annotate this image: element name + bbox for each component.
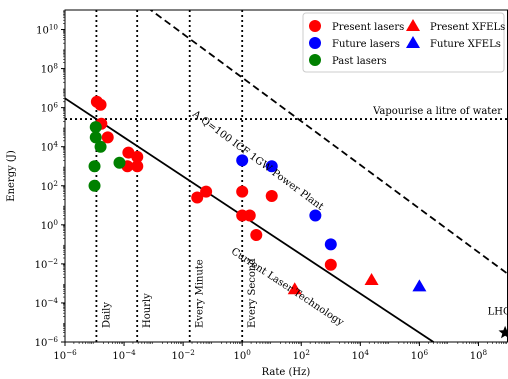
data-point — [131, 150, 144, 163]
legend-label: Present XFELs — [430, 22, 505, 33]
data-point — [287, 282, 302, 295]
data-point — [250, 229, 263, 242]
legend-marker — [309, 37, 321, 49]
y-tick-label: 100 — [41, 218, 59, 232]
x-tick-label: 100 — [234, 348, 252, 362]
time-vline-label: Hourly — [142, 293, 153, 328]
x-tick-label: 10−2 — [171, 348, 194, 362]
data-point — [101, 131, 114, 144]
y-tick-label: 104 — [41, 140, 59, 154]
axes: 10−6 10−4 10−2 100 102 104 106 108 10−6 10−4 10−2 1… — [35, 9, 508, 362]
legend: Present lasers Present XFELs Future lasers… — [302, 12, 505, 73]
water-hline-label: Vapourise a litre of water — [372, 106, 502, 117]
data-point — [94, 140, 107, 153]
x-tick-label: 104 — [352, 348, 370, 362]
y-tick-label: 108 — [41, 62, 59, 76]
data-point — [265, 189, 278, 202]
legend-marker — [309, 20, 321, 32]
x-tick-label: 10−4 — [112, 348, 136, 362]
data-point — [364, 272, 379, 285]
x-tick-label: 108 — [470, 348, 488, 362]
y-tick-label: 102 — [41, 179, 58, 193]
x-tick-label: 102 — [293, 348, 310, 362]
data-point — [122, 146, 135, 159]
lhc-marker — [498, 325, 508, 339]
legend-marker — [406, 19, 420, 31]
data-point — [200, 185, 213, 198]
y-tick-label: 1010 — [36, 23, 58, 37]
power-plant-label: A Q=100 ICF 1GW Power Plant — [189, 108, 325, 212]
legend-box — [302, 12, 505, 73]
data-point — [236, 185, 249, 198]
data-point — [309, 209, 322, 222]
data-point — [89, 121, 102, 134]
y-tick-label: 10−6 — [35, 335, 59, 349]
time-vline-label: Every Second — [247, 258, 258, 328]
data-point — [324, 258, 337, 271]
time-vline-label: Every Minute — [195, 259, 206, 328]
legend-label: Future lasers — [332, 39, 400, 50]
y-axis-label: Energy (J) — [6, 150, 17, 202]
data-point — [236, 154, 249, 167]
data-point — [89, 131, 102, 144]
data-point — [243, 209, 256, 222]
lhc-label: LHC — [488, 307, 508, 318]
x-axis-label: Rate (Hz) — [262, 367, 311, 378]
y-tick-label: 10−2 — [35, 257, 58, 271]
annotations: Daily Hourly Every Minute Every SecondCurre… — [101, 106, 508, 328]
legend-marker — [309, 54, 321, 66]
y-tick-label: 10−4 — [35, 296, 59, 310]
x-tick-label: 10−6 — [53, 348, 77, 362]
legend-label: Past lasers — [332, 56, 387, 67]
time-vline-label: Daily — [101, 302, 112, 328]
data-point — [131, 160, 144, 173]
data-points — [88, 95, 508, 339]
data-point — [94, 98, 107, 111]
data-point — [88, 160, 101, 173]
data-point — [113, 156, 126, 169]
data-point — [191, 191, 204, 204]
legend-label: Future XFELs — [430, 39, 501, 50]
y-tick-label: 106 — [41, 101, 59, 115]
data-point — [412, 279, 427, 292]
x-tick-label: 106 — [411, 348, 429, 362]
data-point — [265, 160, 278, 173]
legend-marker — [406, 36, 420, 48]
data-point — [324, 238, 337, 251]
data-point — [88, 179, 101, 192]
legend-label: Present lasers — [332, 22, 404, 33]
